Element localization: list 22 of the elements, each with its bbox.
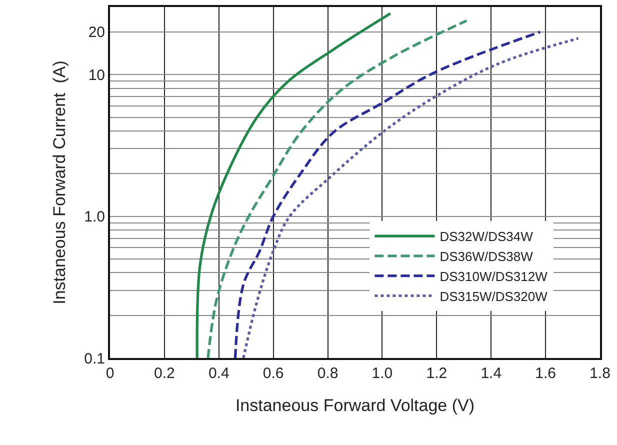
y-tick-label: 0.1 [84,350,105,368]
legend-label: DS32W/DS34W [440,229,534,244]
x-tick-label: 0.2 [154,365,175,382]
line-series [242,37,580,358]
x-tick-label: 0.8 [317,365,338,382]
x-tick-label: 0 [106,365,114,382]
y-tick-label: 20 [88,24,105,42]
y-axis-title: Instaneous Forward Current (A) [50,60,70,304]
x-axis-title: Instaneous Forward Voltage (V) [235,396,475,415]
y-tick-label: 10 [88,66,105,84]
x-tick-label: 1.6 [535,365,556,382]
x-tick-label: 1.8 [590,365,610,382]
legend-label: DS315W/DS320W [440,288,548,304]
line-series [196,12,392,358]
x-tick-label: 1.4 [480,365,502,382]
legend-label: DS36W/DS38W [440,249,534,264]
legend-label: DS310W/DS312W [440,268,548,284]
x-tick-label: 1.0 [372,365,393,382]
x-tick-label: 1.2 [426,365,448,382]
y-tick-label: 1.0 [84,208,105,226]
x-tick-label: 0.6 [262,365,284,382]
x-tick-label: 0.4 [208,365,230,382]
